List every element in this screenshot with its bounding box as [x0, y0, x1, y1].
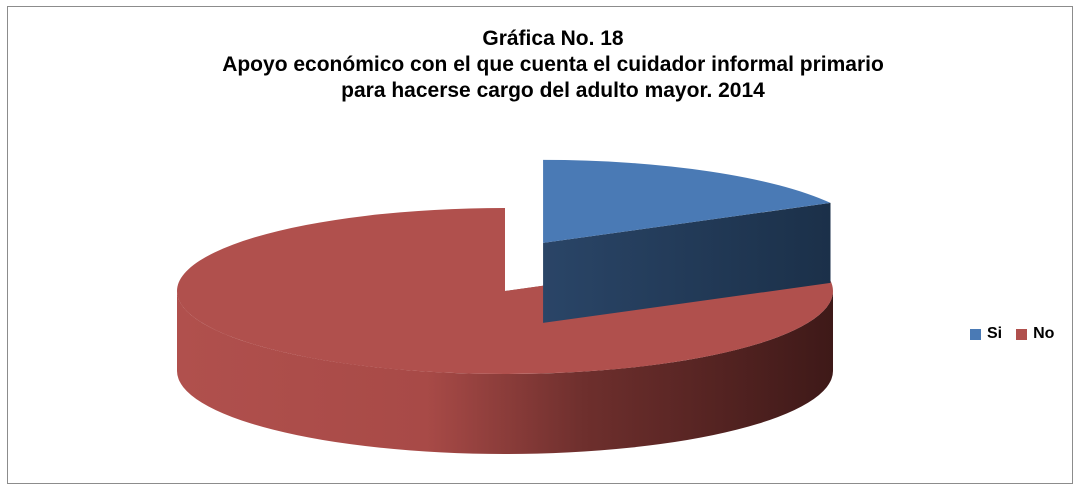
slice-si-cut-face [543, 202, 831, 323]
chart-subtitle-line-1: Apoyo económico con el que cuenta el cui… [222, 53, 884, 76]
legend-item-no: No [1016, 325, 1054, 343]
legend-item-si: Si [970, 325, 1002, 343]
legend-swatch-no [1016, 328, 1028, 340]
slice-si-top [543, 159, 831, 243]
slice-no-top [176, 208, 833, 374]
legend-swatch-si [970, 328, 981, 340]
chart-title: Gráfica No. 18 [482, 27, 624, 50]
chart-title-block: Gráfica No. 18 Apoyo económico con el qu… [0, 26, 1080, 104]
chart-legend: Si No [970, 325, 1068, 343]
legend-label-si: Si [987, 325, 1003, 342]
slice-no-side [177, 291, 833, 454]
legend-label-no: No [1033, 325, 1055, 342]
chart-subtitle-line-2: para hacerse cargo del adulto mayor. 201… [341, 79, 765, 102]
